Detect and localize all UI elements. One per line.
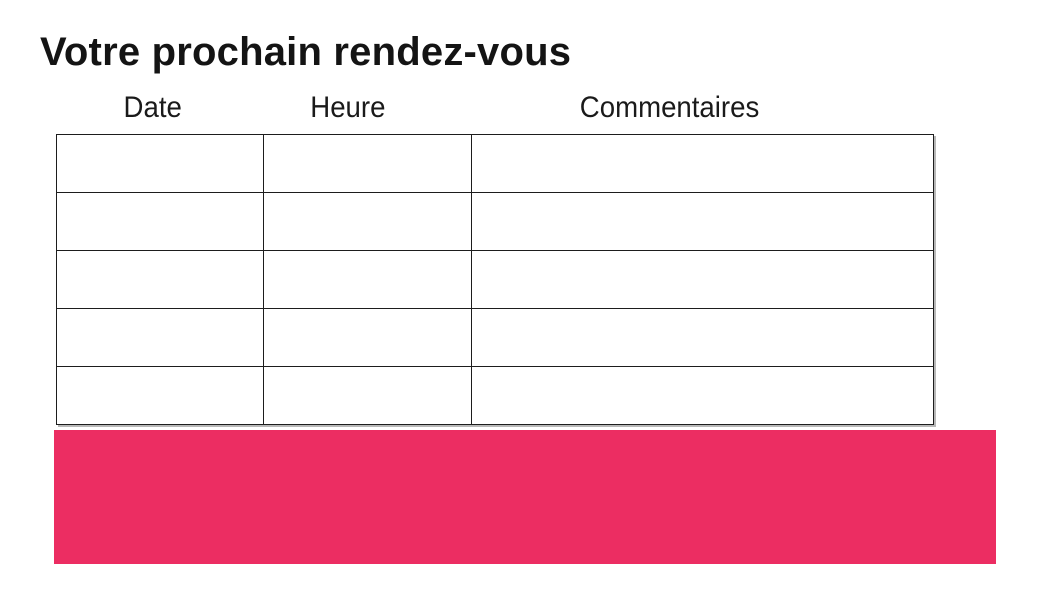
table-cell[interactable] xyxy=(471,134,934,193)
table-cell[interactable] xyxy=(471,250,934,309)
table-cell[interactable] xyxy=(263,134,472,193)
table-cell[interactable] xyxy=(56,366,264,425)
table-row xyxy=(56,250,934,309)
table-cell[interactable] xyxy=(263,250,472,309)
table-cell[interactable] xyxy=(56,134,264,193)
table-row xyxy=(56,366,934,425)
column-header-heure: Heure xyxy=(250,91,445,125)
column-header-date: Date xyxy=(56,91,250,125)
table-cell[interactable] xyxy=(471,192,934,251)
table-cell[interactable] xyxy=(263,192,472,251)
appointments-table xyxy=(56,134,934,425)
table-row xyxy=(56,308,934,367)
table-cell[interactable] xyxy=(471,308,934,367)
table-cell[interactable] xyxy=(56,192,264,251)
column-header-commentaires: Commentaires xyxy=(445,91,894,125)
appointment-banner xyxy=(54,430,996,564)
table-header-row: Date Heure Commentaires xyxy=(56,91,894,125)
table-cell[interactable] xyxy=(263,308,472,367)
page-title: Votre prochain rendez-vous xyxy=(40,30,572,74)
table-cell[interactable] xyxy=(56,250,264,309)
column-header-date-label: Date xyxy=(123,91,183,124)
table-row xyxy=(56,192,934,251)
table-cell[interactable] xyxy=(471,366,934,425)
table-cell[interactable] xyxy=(56,308,264,367)
table-row xyxy=(56,134,934,193)
table-cell[interactable] xyxy=(263,366,472,425)
column-header-heure-label: Heure xyxy=(309,91,386,124)
column-header-commentaires-label: Commentaires xyxy=(579,91,760,124)
